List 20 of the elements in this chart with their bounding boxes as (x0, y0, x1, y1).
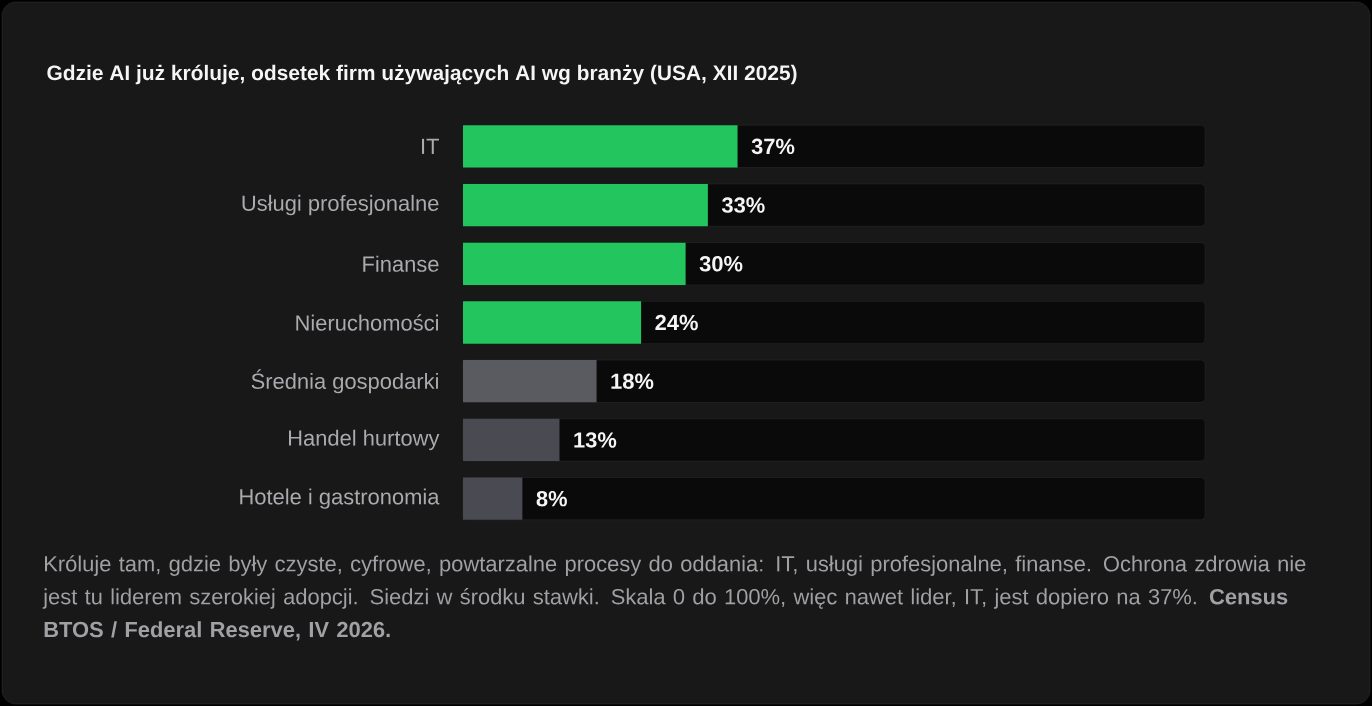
y-tick-label: IT (422, 138, 439, 154)
data-label: 13% (574, 432, 617, 448)
data-label: 24% (655, 314, 698, 331)
text: Króluje tam, gdzie były czyste, cyfrowe, powtarzalne procesy do oddania: IT, usługi profesjonalne, finanse. Ochrona zdrowia nie jest tu liderem szerokiej adopcji. Siedzi w środku stawki. Skala 0 do 100%, więc nawet lider, IT, jest dopiero na 37%. Census BTOS / Federal Reserve, IV 2026. (42, 555, 1306, 641)
y-tick-label: Finanse (363, 255, 439, 272)
bar (463, 360, 597, 403)
y-tick-label: Średnia gospodarki (251, 369, 438, 394)
bar (463, 301, 642, 344)
y-tick-label: Hotele i gastronomia (240, 488, 440, 509)
data-label: 8% (536, 490, 567, 507)
data-label: 37% (751, 138, 795, 155)
y-tick-label: Nieruchomości (296, 314, 438, 331)
data-label: 30% (699, 256, 743, 272)
y-tick-label: Usługi profesjonalne (242, 194, 439, 216)
data-label: 33% (721, 197, 765, 213)
bar (463, 477, 523, 520)
data-label: 18% (611, 373, 654, 389)
bar (463, 418, 560, 462)
y-tick-label: Handel hurtowy (288, 429, 440, 451)
chart-title: Gdzie AI już króluje, odsetek firm używających AI wg branży (USA, XII 2025) (47, 64, 797, 85)
